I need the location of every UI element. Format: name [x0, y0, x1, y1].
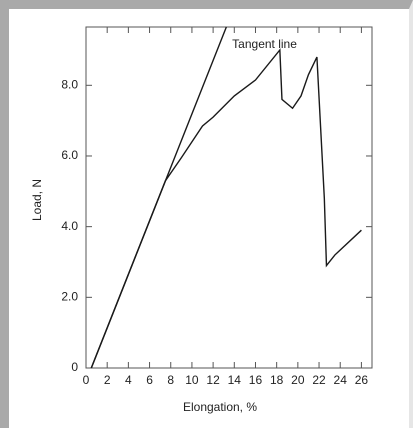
x-tick-label: 4: [125, 373, 132, 387]
y-axis-label: Load, N: [30, 179, 44, 221]
x-tick-label: 26: [355, 373, 369, 387]
x-tick-label: 14: [228, 373, 242, 387]
y-tick-label: 8.0: [61, 77, 78, 91]
x-tick-label: 16: [249, 373, 263, 387]
y-tick-label: 0: [71, 360, 78, 374]
x-tick-label: 2: [104, 373, 111, 387]
x-tick-label: 18: [270, 373, 284, 387]
x-tick-label: 10: [185, 373, 199, 387]
x-tick-label: 12: [206, 373, 220, 387]
x-tick-label: 22: [312, 373, 326, 387]
y-tick-label: 4.0: [61, 219, 78, 233]
annotation: Tangent line: [232, 37, 297, 51]
data-line: [90, 26, 228, 369]
x-tick-label: 6: [146, 373, 153, 387]
x-tick-label: 8: [167, 373, 174, 387]
x-axis-label: Elongation, %: [183, 400, 257, 414]
data-line: [90, 48, 362, 369]
plot-area: [85, 26, 373, 369]
y-tick-label: 2.0: [61, 289, 78, 303]
x-tick-label: 20: [291, 373, 305, 387]
y-tick-label: 6.0: [61, 148, 78, 162]
x-tick-label: 24: [334, 373, 348, 387]
x-tick-label: 0: [83, 373, 90, 387]
chart: Elongation, % Load, N 0 2 4 6 8 10 12 14 16 18 20 2…: [30, 26, 373, 414]
